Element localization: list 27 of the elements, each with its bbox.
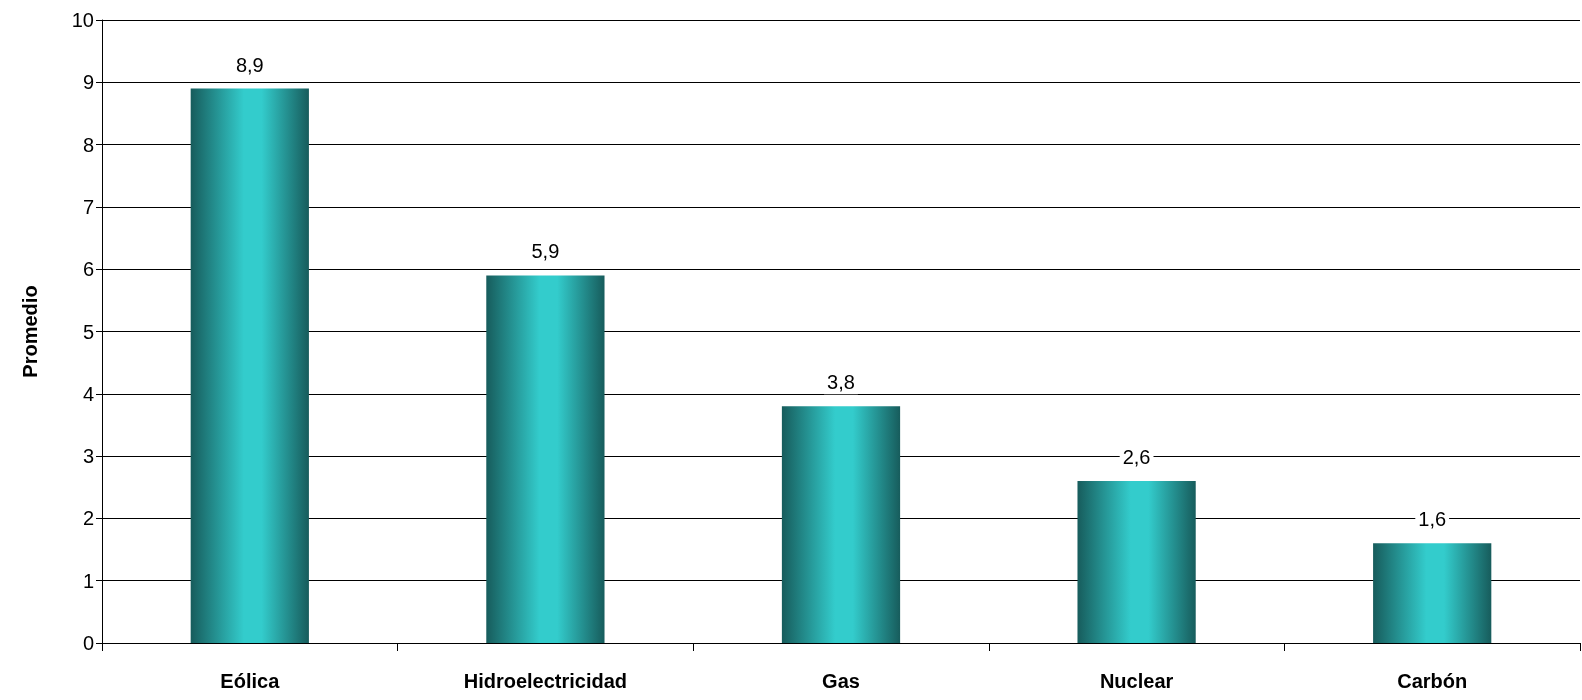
x-tick-label: Eólica (220, 670, 281, 692)
y-tick-label: 0 (82, 632, 94, 654)
data-label: 1,6 (1418, 508, 1447, 531)
x-tick-label: Carbón (1397, 670, 1468, 692)
y-tick-label: 4 (82, 382, 94, 405)
data-label: 2,6 (1122, 446, 1151, 469)
bar (1077, 481, 1196, 643)
y-tick-label: 1 (82, 569, 94, 592)
x-tick-label: Nuclear (1099, 670, 1174, 692)
y-tick-label: 6 (82, 258, 94, 281)
bar (486, 275, 605, 643)
bar (1373, 543, 1492, 643)
data-label: 5,9 (531, 240, 560, 263)
bar (190, 88, 309, 643)
data-label: 3,8 (827, 371, 855, 394)
y-tick-label: 7 (82, 195, 94, 218)
y-tick-label: 9 (82, 71, 94, 94)
y-axis-title: Promedio (19, 285, 41, 378)
y-tick-label: 3 (82, 445, 94, 468)
y-tick-label: 2 (82, 507, 94, 530)
bar (781, 406, 901, 643)
y-tick-label: 8 (82, 133, 94, 156)
y-tick-label: 10 (71, 9, 94, 31)
x-tick-label: Gas (822, 670, 860, 692)
data-label: 8,9 (235, 53, 264, 76)
x-tick-label: Hidroelectricidad (463, 670, 628, 692)
y-tick-label: 5 (82, 320, 94, 343)
